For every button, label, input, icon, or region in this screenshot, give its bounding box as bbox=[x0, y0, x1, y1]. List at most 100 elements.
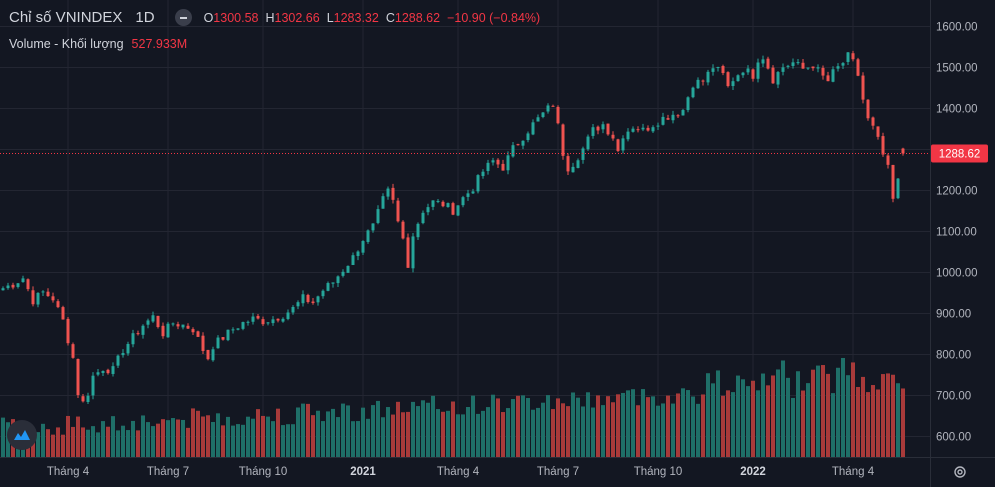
candle-body bbox=[256, 315, 260, 319]
candle-body bbox=[536, 117, 540, 122]
volume-bar bbox=[826, 373, 830, 457]
candle-body bbox=[761, 59, 765, 64]
volume-bar bbox=[96, 432, 100, 457]
volume-bar bbox=[231, 425, 235, 457]
candle-body bbox=[36, 292, 40, 305]
candle-body bbox=[526, 133, 530, 141]
candle-body bbox=[631, 128, 635, 132]
candle-body bbox=[351, 255, 355, 266]
y-tick-label: 1200.00 bbox=[936, 186, 978, 198]
volume-bar bbox=[216, 413, 220, 457]
volume-bar bbox=[191, 408, 195, 457]
y-tick-label: 1500.00 bbox=[936, 63, 978, 75]
candle-body bbox=[221, 337, 225, 340]
candle-body bbox=[641, 127, 645, 130]
candle-body bbox=[141, 325, 145, 335]
candle-body bbox=[811, 66, 815, 69]
symbol-title[interactable]: Chỉ số VNINDEX bbox=[9, 9, 123, 26]
candle-body bbox=[171, 323, 175, 325]
volume-bar bbox=[606, 396, 610, 457]
volume-bar bbox=[446, 410, 450, 457]
volume-bar bbox=[66, 415, 70, 457]
volume-bar bbox=[466, 406, 470, 457]
candle-body bbox=[751, 69, 755, 79]
volume-bar bbox=[831, 393, 835, 457]
volume-bar bbox=[596, 395, 600, 457]
candle-body bbox=[746, 68, 750, 73]
candle-body bbox=[786, 65, 790, 67]
candle-body bbox=[831, 69, 835, 82]
candle-body bbox=[106, 369, 110, 374]
y-tick-label: 900.00 bbox=[936, 309, 971, 321]
candle-body bbox=[681, 110, 685, 116]
candle-body bbox=[486, 162, 490, 172]
candle-body bbox=[816, 67, 820, 69]
volume-bar bbox=[781, 360, 785, 457]
candle-body bbox=[491, 160, 495, 163]
volume-bar bbox=[106, 426, 110, 457]
candle-body bbox=[466, 193, 470, 197]
candle-body bbox=[506, 155, 510, 171]
candle-body bbox=[666, 118, 670, 120]
candle-body bbox=[696, 79, 700, 89]
volume-bar bbox=[516, 395, 520, 457]
volume-bar bbox=[616, 394, 620, 457]
volume-bar bbox=[401, 412, 405, 457]
volume-bar bbox=[271, 421, 275, 457]
volume-bar bbox=[601, 405, 605, 457]
volume-bar bbox=[76, 416, 80, 457]
candle-body bbox=[426, 207, 430, 213]
candle-body bbox=[766, 58, 770, 69]
candle-body bbox=[206, 349, 210, 360]
volume-value: 527.933M bbox=[131, 37, 188, 51]
x-tick-label: Tháng 10 bbox=[634, 466, 683, 478]
volume-bar bbox=[321, 421, 325, 457]
candle-body bbox=[331, 282, 335, 284]
volume-bar bbox=[556, 398, 560, 457]
volume-bar bbox=[706, 373, 710, 457]
candle-body bbox=[581, 148, 585, 160]
volume-bar bbox=[836, 367, 840, 457]
volume-bar bbox=[821, 365, 825, 457]
y-tick-label: 800.00 bbox=[936, 350, 971, 362]
volume-bar bbox=[536, 407, 540, 457]
volume-bar bbox=[246, 416, 250, 457]
volume-bar bbox=[876, 389, 880, 457]
candle-body bbox=[186, 325, 190, 329]
legend-main: Chỉ số VNINDEX 1D O 1300.58 H 1302.66 L … bbox=[9, 9, 547, 26]
volume-bar bbox=[186, 427, 190, 457]
close-label: C bbox=[385, 10, 395, 25]
candle-body bbox=[216, 337, 220, 349]
x-tick-label: Tháng 4 bbox=[47, 466, 90, 478]
volume-bar bbox=[441, 411, 445, 457]
candle-body bbox=[396, 200, 400, 222]
volume-bar bbox=[221, 425, 225, 457]
candle-body bbox=[871, 117, 875, 126]
candle-body bbox=[156, 315, 160, 327]
candle-body bbox=[566, 156, 570, 172]
tradingview-logo[interactable] bbox=[7, 420, 37, 450]
x-tick-label: Tháng 4 bbox=[832, 466, 875, 478]
candle-body bbox=[356, 251, 360, 256]
candle-body bbox=[166, 323, 170, 338]
volume-bar bbox=[171, 418, 175, 457]
volume-bar bbox=[811, 369, 815, 457]
volume-bar bbox=[241, 424, 245, 457]
candle-body bbox=[56, 301, 60, 308]
volume-label[interactable]: Volume - Khối lượng bbox=[9, 37, 124, 51]
candle-body bbox=[81, 396, 85, 402]
legend-volume: Volume - Khối lượng 527.933M bbox=[9, 37, 187, 51]
gear-icon[interactable] bbox=[950, 462, 970, 482]
candle-body bbox=[706, 71, 710, 83]
collapse-legend-button[interactable] bbox=[174, 9, 192, 26]
volume-bar bbox=[816, 365, 820, 457]
candle-body bbox=[731, 81, 735, 87]
volume-bar bbox=[701, 394, 705, 457]
volume-bar bbox=[91, 426, 95, 457]
volume-bar bbox=[511, 399, 515, 457]
x-tick-label: Tháng 7 bbox=[537, 466, 579, 478]
timeframe[interactable]: 1D bbox=[135, 9, 155, 26]
y-tick-label: 1000.00 bbox=[936, 268, 978, 280]
candle-body bbox=[886, 155, 890, 165]
